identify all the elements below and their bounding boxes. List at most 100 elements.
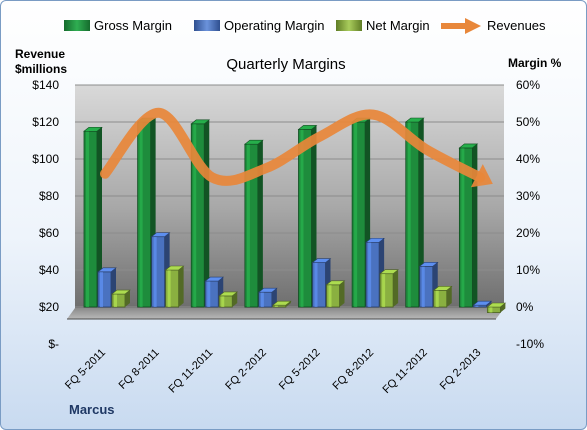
bar-face <box>486 306 501 313</box>
bar-net-margin <box>164 265 185 308</box>
bar-gross-margin <box>404 117 425 308</box>
bar-net-margin <box>486 302 507 313</box>
bar-highlight <box>114 294 117 307</box>
bar-highlight <box>260 292 264 307</box>
legend-swatch-gross-margin <box>64 20 90 31</box>
left-tick-label: $20 <box>39 300 59 314</box>
bar-operating-margin <box>472 300 493 308</box>
legend-label-net-margin: Net Margin <box>366 18 430 33</box>
category-label: FQ 2-2013 <box>438 347 484 393</box>
bar-highlight <box>328 284 332 307</box>
bar-highlight <box>314 262 318 307</box>
legend-swatch-revenues <box>441 18 481 34</box>
left-tick-label: $40 <box>39 263 59 277</box>
bar-net-margin <box>218 291 239 308</box>
bar-face <box>137 121 152 308</box>
bar-operating-margin <box>258 287 278 308</box>
bar-highlight <box>354 122 358 307</box>
category-label: FQ 11-2011 <box>167 347 216 396</box>
category-label: FQ 11-2012 <box>380 347 429 396</box>
bar-face <box>379 273 394 308</box>
bar-net-margin <box>379 269 399 308</box>
bar-face <box>365 241 380 308</box>
bar-face <box>204 280 219 308</box>
bar-gross-margin <box>297 125 318 308</box>
left-tick-label: $140 <box>32 78 59 92</box>
bar-side <box>232 291 238 307</box>
bar-highlight <box>153 236 157 307</box>
bar-face <box>312 262 326 308</box>
legend-label-operating-margin: Operating Margin <box>224 18 324 33</box>
bar-highlight <box>461 147 465 307</box>
category-label: FQ 5-2011 <box>63 347 108 392</box>
right-tick-label: 0% <box>516 300 534 314</box>
bar-highlight <box>207 281 211 307</box>
bar-highlight <box>86 131 89 307</box>
right-tick-label: 20% <box>516 226 540 240</box>
bar-highlight <box>139 122 143 307</box>
bar-face <box>351 121 366 308</box>
bar-net-margin <box>325 280 346 308</box>
bar-highlight <box>368 242 372 307</box>
right-axis-title: Margin % <box>508 56 562 70</box>
right-tick-label: 10% <box>516 263 540 277</box>
bar-highlight <box>100 271 103 307</box>
bar-highlight <box>421 266 425 307</box>
bar-face <box>97 271 112 308</box>
bar-face <box>326 284 340 308</box>
bar-operating-margin <box>97 267 117 308</box>
left-tick-label: $60 <box>39 226 59 240</box>
category-label: FQ 2-2012 <box>223 347 269 393</box>
bar-highlight <box>193 123 197 307</box>
bar-highlight <box>489 307 493 313</box>
bar-net-margin <box>272 300 292 308</box>
bar-face <box>405 121 420 308</box>
bar-highlight <box>435 290 439 307</box>
bar-net-margin <box>432 286 453 308</box>
bar-face <box>165 269 180 308</box>
left-tick-label: $120 <box>32 115 59 129</box>
bar-side <box>446 286 452 307</box>
bar-face <box>151 236 166 308</box>
bar-face <box>111 293 126 308</box>
right-tick-label: 60% <box>516 78 540 92</box>
bar-side <box>500 303 506 313</box>
author-label: Marcus <box>69 402 115 417</box>
bar-side <box>257 140 263 307</box>
bar-side <box>178 266 184 307</box>
bar-side <box>285 301 291 307</box>
bar-highlight <box>246 144 250 307</box>
legend: Gross Margin Operating Margin Net Margin… <box>64 18 546 34</box>
legend-swatch-net-margin <box>336 20 362 31</box>
bar-gross-margin <box>244 139 264 308</box>
left-axis-title-line2: $millions <box>15 62 67 76</box>
bars-layer <box>83 117 507 313</box>
bar-highlight <box>274 305 278 307</box>
revenue-arrowhead <box>470 164 493 188</box>
bar-side <box>125 290 130 307</box>
left-tick-label: $100 <box>32 152 59 166</box>
left-tick-label: $80 <box>39 189 59 203</box>
category-label: FQ 8-2011 <box>117 347 162 392</box>
plot-floor <box>67 308 504 319</box>
revenue-line-layer <box>100 107 493 188</box>
bar-highlight <box>382 273 386 307</box>
right-tick-label: 40% <box>516 152 540 166</box>
chart-title: Quarterly Margins <box>226 56 345 73</box>
category-label: FQ 8-2012 <box>331 347 377 393</box>
bar-highlight <box>475 305 479 307</box>
left-axis-title-line1: Revenue <box>15 47 65 61</box>
bar-face <box>83 130 98 308</box>
bar-highlight <box>221 295 225 307</box>
legend-label-revenues: Revenues <box>487 18 546 33</box>
legend-label-gross-margin: Gross Margin <box>94 18 172 33</box>
bar-face <box>419 265 434 308</box>
bar-face <box>433 289 448 308</box>
bar-face <box>298 128 312 308</box>
bar-side <box>271 288 277 307</box>
bar-side <box>486 301 492 307</box>
bar-highlight <box>407 122 411 307</box>
bar-side <box>418 118 424 307</box>
